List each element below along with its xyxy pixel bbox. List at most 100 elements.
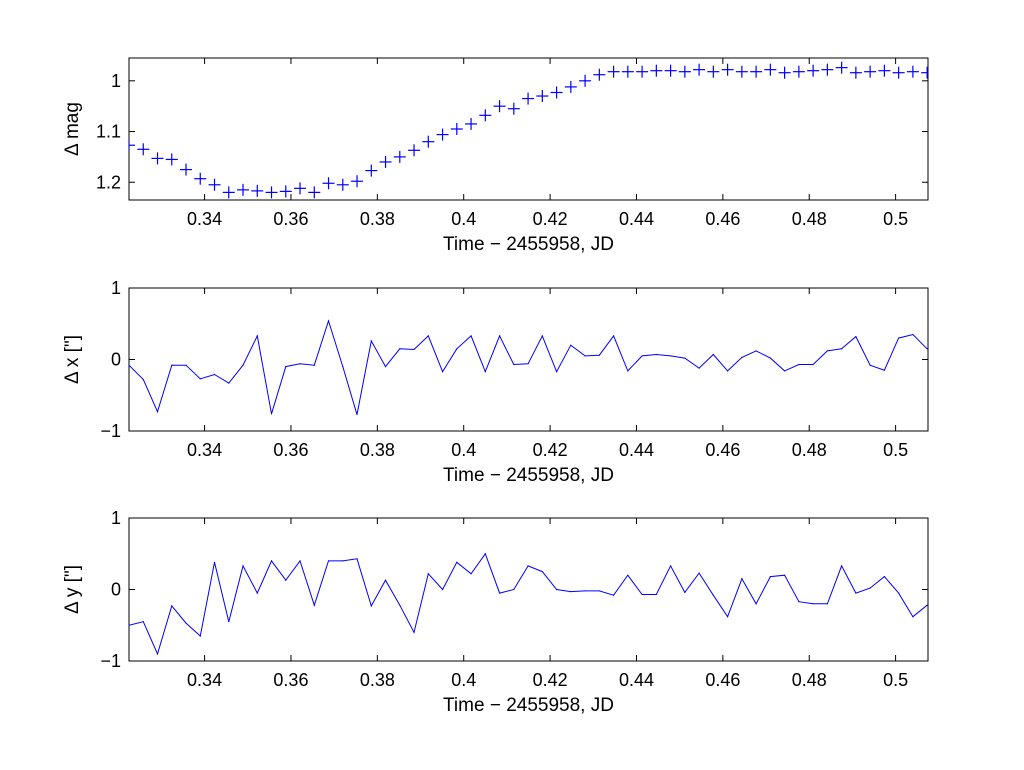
data-point: [498, 335, 501, 337]
x-tick-label: 0.36: [273, 670, 308, 690]
x-tick-label: 0.36: [273, 440, 308, 460]
data-point: [171, 364, 173, 366]
data-point: [242, 565, 244, 567]
x-tick-label: 0.42: [533, 209, 568, 229]
data-point: [399, 348, 401, 350]
data-point: [627, 574, 629, 576]
data-point: [351, 175, 364, 188]
data-point: [912, 616, 914, 618]
data-point: [912, 333, 914, 336]
data-point: [413, 348, 415, 351]
data-point: [513, 363, 515, 366]
data-point: [678, 65, 691, 78]
data-point: [484, 553, 486, 555]
data-point: [456, 348, 458, 350]
x-tick-label: 0.5: [883, 670, 908, 690]
data-point: [393, 150, 406, 163]
data-point: [279, 185, 292, 198]
data-point: [612, 594, 615, 596]
data-point: [541, 335, 543, 337]
data-point: [784, 370, 786, 372]
data-point: [712, 353, 714, 356]
mag-panel: 0.34 0.36 0.38 0.4 0.42 0.44 0.46 0.48 0.5 1 1.1 1.…: [62, 57, 929, 255]
data-point: [137, 143, 150, 156]
x-tick-label: 0.42: [533, 440, 568, 460]
data-point: [826, 350, 828, 352]
data-point: [892, 66, 905, 79]
data-point: [228, 621, 230, 623]
data-point: [342, 560, 344, 562]
data-point: [522, 92, 535, 105]
x-tick-label: 0.34: [187, 440, 222, 460]
data-point: [712, 594, 714, 596]
data-point: [864, 65, 877, 78]
data-point: [926, 348, 928, 350]
data-point: [883, 369, 885, 371]
data-point: [129, 364, 130, 366]
y-tick-label: 1: [111, 508, 121, 528]
data-point: [222, 186, 235, 199]
data-point: [898, 337, 900, 339]
data-point: [285, 579, 287, 581]
x-tick-label: 0.38: [360, 440, 395, 460]
data-point: [313, 604, 315, 606]
data-point: [479, 109, 492, 122]
data-point: [251, 184, 264, 197]
data-marks: [129, 319, 928, 416]
data-point: [721, 63, 734, 76]
data-point: [180, 163, 193, 176]
data-point: [256, 335, 258, 337]
data-point: [156, 653, 159, 655]
data-point: [199, 378, 201, 380]
data-point: [564, 80, 577, 93]
y-tick-label: 0: [111, 350, 121, 370]
plot-frame: [128, 57, 929, 201]
data-point: [356, 558, 358, 560]
data-point: [655, 353, 657, 356]
plot-frame: [128, 517, 929, 662]
x-tick-label: 0.44: [619, 440, 654, 460]
data-point: [427, 573, 429, 575]
x-tick-label: 0.34: [187, 670, 222, 690]
data-point: [855, 592, 857, 594]
x-tick-label: 0.38: [360, 670, 395, 690]
data-point: [384, 366, 387, 368]
data-point: [769, 357, 771, 359]
data-marks: [129, 61, 928, 199]
data-point: [213, 373, 216, 376]
data-point: [841, 565, 843, 567]
data-point: [550, 86, 563, 99]
data-point: [370, 340, 372, 342]
data-point: [541, 571, 543, 573]
x-tick-label: 0.46: [705, 440, 740, 460]
x-tick-label: 0.44: [619, 670, 654, 690]
y-tick-label: −1: [100, 651, 121, 671]
data-point: [593, 68, 606, 81]
data-point: [826, 603, 828, 605]
data-point: [883, 576, 885, 578]
data-point: [698, 572, 700, 574]
x-tick-label: 0.44: [619, 209, 654, 229]
data-point: [413, 631, 415, 634]
data-point: [684, 591, 686, 593]
data-point: [129, 624, 130, 626]
data-point: [555, 371, 558, 373]
x-tick-label: 0.4: [451, 440, 476, 460]
x-tick-label: 0.48: [792, 670, 827, 690]
data-point: [256, 592, 258, 594]
data-point: [579, 74, 592, 87]
x-tick-label: 0.4: [451, 209, 476, 229]
x-tick-label: 0.38: [360, 209, 395, 229]
data-point: [650, 64, 663, 77]
data-point: [727, 370, 729, 372]
data-point: [869, 587, 871, 589]
data-point: [465, 117, 478, 130]
data-point: [441, 371, 444, 373]
data-point: [570, 591, 572, 593]
data-point: [171, 605, 173, 607]
data-point: [151, 152, 164, 165]
x-tick-label: 0.42: [533, 670, 568, 690]
data-point: [322, 177, 335, 190]
data-point: [199, 635, 201, 637]
